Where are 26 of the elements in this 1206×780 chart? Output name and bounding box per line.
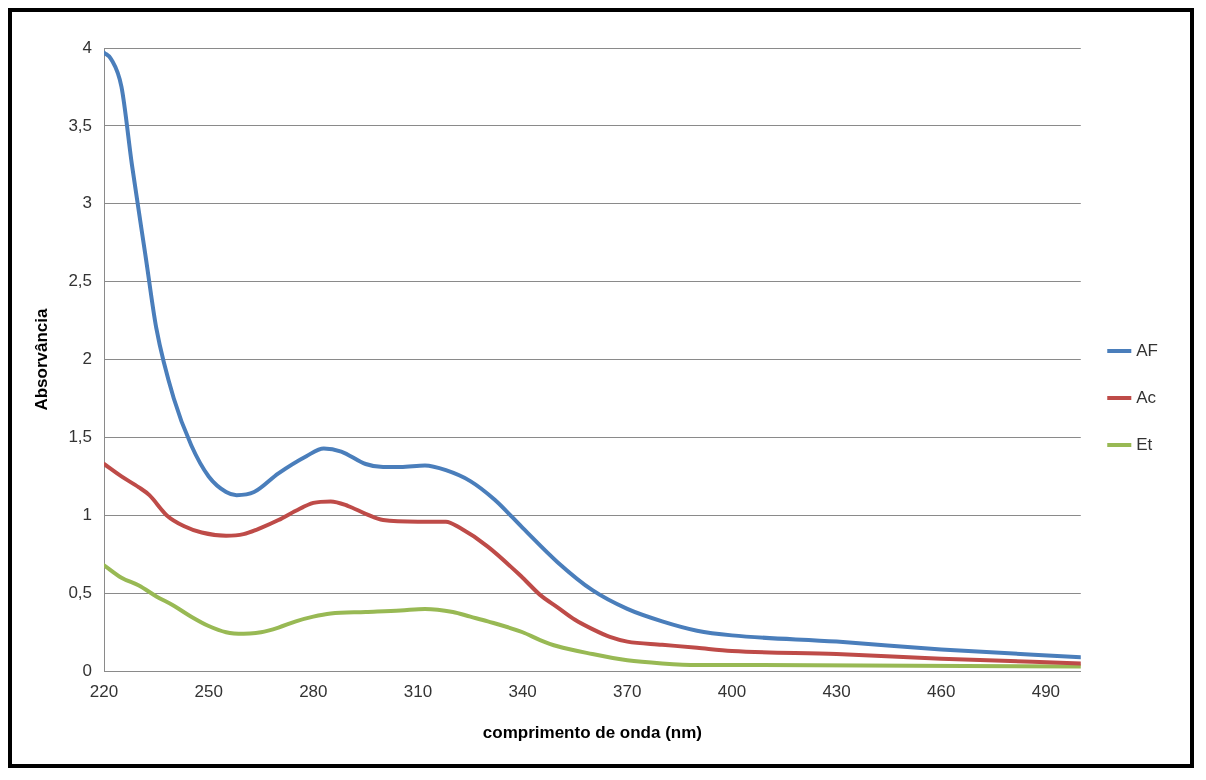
y-tick-label: 4 <box>82 37 93 57</box>
x-tick-label: 310 <box>403 682 433 702</box>
legend-label: Et <box>1136 434 1153 454</box>
x-tick-label: 220 <box>89 682 119 702</box>
y-axis-title: Absorvância <box>31 308 51 411</box>
x-tick-label: 250 <box>194 682 223 702</box>
y-tick-label: 3 <box>82 193 93 213</box>
x-axis-title: comprimento de onda (nm) <box>482 723 702 743</box>
x-tick-label: 490 <box>1031 682 1061 702</box>
x-tick-label: 370 <box>613 682 642 702</box>
y-tick-label: 1 <box>82 505 93 525</box>
x-tick-label: 340 <box>508 682 537 702</box>
line-series <box>104 461 1081 666</box>
y-tick-label: 2,5 <box>68 271 93 291</box>
x-tick-label: 400 <box>717 682 747 702</box>
y-tick-label: 0,5 <box>68 582 93 602</box>
x-tick-label: 460 <box>927 682 956 702</box>
line-series <box>104 563 1081 669</box>
x-tick-label: 280 <box>299 682 328 702</box>
y-tick-label: 3,5 <box>68 115 93 135</box>
legend-label: AF <box>1136 340 1159 360</box>
x-tick-label: 430 <box>822 682 851 702</box>
y-tick-label: 0 <box>82 660 93 680</box>
legend-label: Ac <box>1136 387 1157 407</box>
y-tick-label: 2 <box>82 349 93 369</box>
y-tick-label: 1,5 <box>68 427 93 447</box>
